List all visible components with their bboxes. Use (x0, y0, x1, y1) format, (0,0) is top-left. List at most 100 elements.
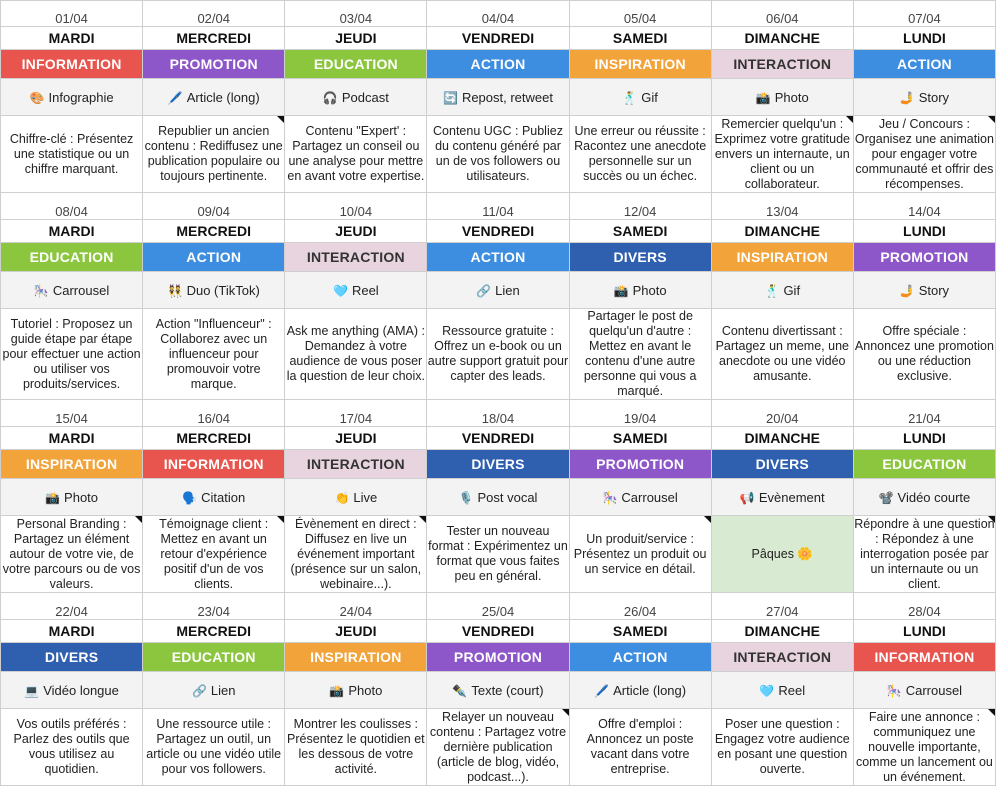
date-cell[interactable]: 19/04 (568, 399, 712, 427)
description-cell[interactable]: Faire une annonce : communiquez une nouv… (852, 708, 997, 786)
category-badge[interactable]: DIVERS (710, 449, 854, 479)
category-badge[interactable]: ACTION (852, 49, 997, 79)
description-cell[interactable]: Un produit/service : Présentez un produi… (568, 515, 712, 593)
description-cell[interactable]: Contenu divertissant : Partagez un meme,… (710, 308, 854, 400)
weekday-cell[interactable]: MARDI (0, 426, 144, 450)
weekday-cell[interactable]: MARDI (0, 26, 144, 50)
description-cell[interactable]: Tester un nouveau format : Expérimentez … (426, 515, 570, 593)
category-badge[interactable]: ACTION (568, 642, 712, 672)
description-cell[interactable]: Poser une question : Engagez votre audie… (710, 708, 854, 786)
category-badge[interactable]: INSPIRATION (710, 242, 854, 272)
weekday-cell[interactable]: LUNDI (852, 26, 997, 50)
format-cell[interactable]: 🎠 Carrousel (0, 271, 144, 309)
date-cell[interactable]: 08/04 (0, 192, 144, 220)
weekday-cell[interactable]: MERCREDI (142, 619, 286, 643)
description-cell[interactable]: Relayer un nouveau contenu : Partagez vo… (426, 708, 570, 786)
description-cell[interactable]: Contenu UGC : Publiez du contenu généré … (426, 115, 570, 193)
format-cell[interactable]: 👯 Duo (TikTok) (142, 271, 286, 309)
category-badge[interactable]: ACTION (142, 242, 286, 272)
date-cell[interactable]: 27/04 (710, 592, 854, 620)
format-cell[interactable]: 🕺 Gif (710, 271, 854, 309)
description-cell[interactable]: Action "Influenceur" : Collaborez avec u… (142, 308, 286, 400)
category-badge[interactable]: INSPIRATION (0, 449, 144, 479)
format-cell[interactable]: 📽️ Vidéo courte (852, 478, 997, 516)
format-cell[interactable]: 🗣️ Citation (142, 478, 286, 516)
description-cell[interactable]: Évènement en direct : Diffusez en live u… (284, 515, 428, 593)
weekday-cell[interactable]: JEUDI (284, 426, 428, 450)
date-cell[interactable]: 02/04 (142, 0, 286, 27)
date-cell[interactable]: 26/04 (568, 592, 712, 620)
date-cell[interactable]: 18/04 (426, 399, 570, 427)
category-badge[interactable]: PROMOTION (568, 449, 712, 479)
category-badge[interactable]: INSPIRATION (568, 49, 712, 79)
category-badge[interactable]: INTERACTION (284, 242, 428, 272)
date-cell[interactable]: 20/04 (710, 399, 854, 427)
category-badge[interactable]: EDUCATION (142, 642, 286, 672)
format-cell[interactable]: 📸 Photo (568, 271, 712, 309)
weekday-cell[interactable]: MARDI (0, 619, 144, 643)
description-cell[interactable]: Ask me anything (AMA) : Demandez à votre… (284, 308, 428, 400)
description-cell[interactable]: Vos outils préférés : Parlez des outils … (0, 708, 144, 786)
date-cell[interactable]: 06/04 (710, 0, 854, 27)
weekday-cell[interactable]: JEUDI (284, 219, 428, 243)
description-cell[interactable]: Répondre à une question : Répondez à une… (852, 515, 997, 593)
format-cell[interactable]: 🎙️ Post vocal (426, 478, 570, 516)
weekday-cell[interactable]: VENDREDI (426, 26, 570, 50)
category-badge[interactable]: INTERACTION (284, 449, 428, 479)
date-cell[interactable]: 22/04 (0, 592, 144, 620)
format-cell[interactable]: 📸 Photo (710, 78, 854, 116)
format-cell[interactable]: 🤳 Story (852, 271, 997, 309)
description-cell[interactable]: Remercier quelqu'un : Exprimez votre gra… (710, 115, 854, 193)
category-badge[interactable]: EDUCATION (852, 449, 997, 479)
date-cell[interactable]: 14/04 (852, 192, 997, 220)
format-cell[interactable]: 🔗 Lien (426, 271, 570, 309)
format-cell[interactable]: 🖊️ Article (long) (568, 671, 712, 709)
format-cell[interactable]: 💻 Vidéo longue (0, 671, 144, 709)
weekday-cell[interactable]: DIMANCHE (710, 426, 854, 450)
format-cell[interactable]: 📸 Photo (0, 478, 144, 516)
date-cell[interactable]: 28/04 (852, 592, 997, 620)
category-badge[interactable]: ACTION (426, 242, 570, 272)
date-cell[interactable]: 24/04 (284, 592, 428, 620)
weekday-cell[interactable]: MERCREDI (142, 219, 286, 243)
date-cell[interactable]: 03/04 (284, 0, 428, 27)
description-cell[interactable]: Une erreur ou réussite : Racontez une an… (568, 115, 712, 193)
weekday-cell[interactable]: LUNDI (852, 219, 997, 243)
date-cell[interactable]: 10/04 (284, 192, 428, 220)
format-cell[interactable]: 🩵 Reel (710, 671, 854, 709)
weekday-cell[interactable]: VENDREDI (426, 426, 570, 450)
format-cell[interactable]: 🔄 Repost, retweet (426, 78, 570, 116)
category-badge[interactable]: PROMOTION (852, 242, 997, 272)
date-cell[interactable]: 21/04 (852, 399, 997, 427)
weekday-cell[interactable]: MERCREDI (142, 426, 286, 450)
date-cell[interactable]: 11/04 (426, 192, 570, 220)
date-cell[interactable]: 01/04 (0, 0, 144, 27)
format-cell[interactable]: 🎧 Podcast (284, 78, 428, 116)
weekday-cell[interactable]: JEUDI (284, 619, 428, 643)
weekday-cell[interactable]: LUNDI (852, 619, 997, 643)
date-cell[interactable]: 05/04 (568, 0, 712, 27)
weekday-cell[interactable]: SAMEDI (568, 26, 712, 50)
description-cell[interactable]: Chiffre-clé : Présentez une statistique … (0, 115, 144, 193)
category-badge[interactable]: EDUCATION (284, 49, 428, 79)
format-cell[interactable]: 🩵 Reel (284, 271, 428, 309)
description-cell[interactable]: Offre d'emploi : Annoncez un poste vacan… (568, 708, 712, 786)
weekday-cell[interactable]: MARDI (0, 219, 144, 243)
category-badge[interactable]: INFORMATION (0, 49, 144, 79)
description-cell[interactable]: Témoignage client : Mettez en avant un r… (142, 515, 286, 593)
weekday-cell[interactable]: LUNDI (852, 426, 997, 450)
format-cell[interactable]: 📸 Photo (284, 671, 428, 709)
description-cell[interactable]: Contenu "Expert' : Partagez un conseil o… (284, 115, 428, 193)
date-cell[interactable]: 16/04 (142, 399, 286, 427)
category-badge[interactable]: INTERACTION (710, 642, 854, 672)
category-badge[interactable]: DIVERS (568, 242, 712, 272)
description-cell[interactable]: Pâques 🌼 (710, 515, 854, 593)
date-cell[interactable]: 23/04 (142, 592, 286, 620)
date-cell[interactable]: 12/04 (568, 192, 712, 220)
category-badge[interactable]: ACTION (426, 49, 570, 79)
weekday-cell[interactable]: SAMEDI (568, 219, 712, 243)
description-cell[interactable]: Une ressource utile : Partagez un outil,… (142, 708, 286, 786)
description-cell[interactable]: Jeu / Concours : Organisez une animation… (852, 115, 997, 193)
date-cell[interactable]: 07/04 (852, 0, 997, 27)
weekday-cell[interactable]: MERCREDI (142, 26, 286, 50)
